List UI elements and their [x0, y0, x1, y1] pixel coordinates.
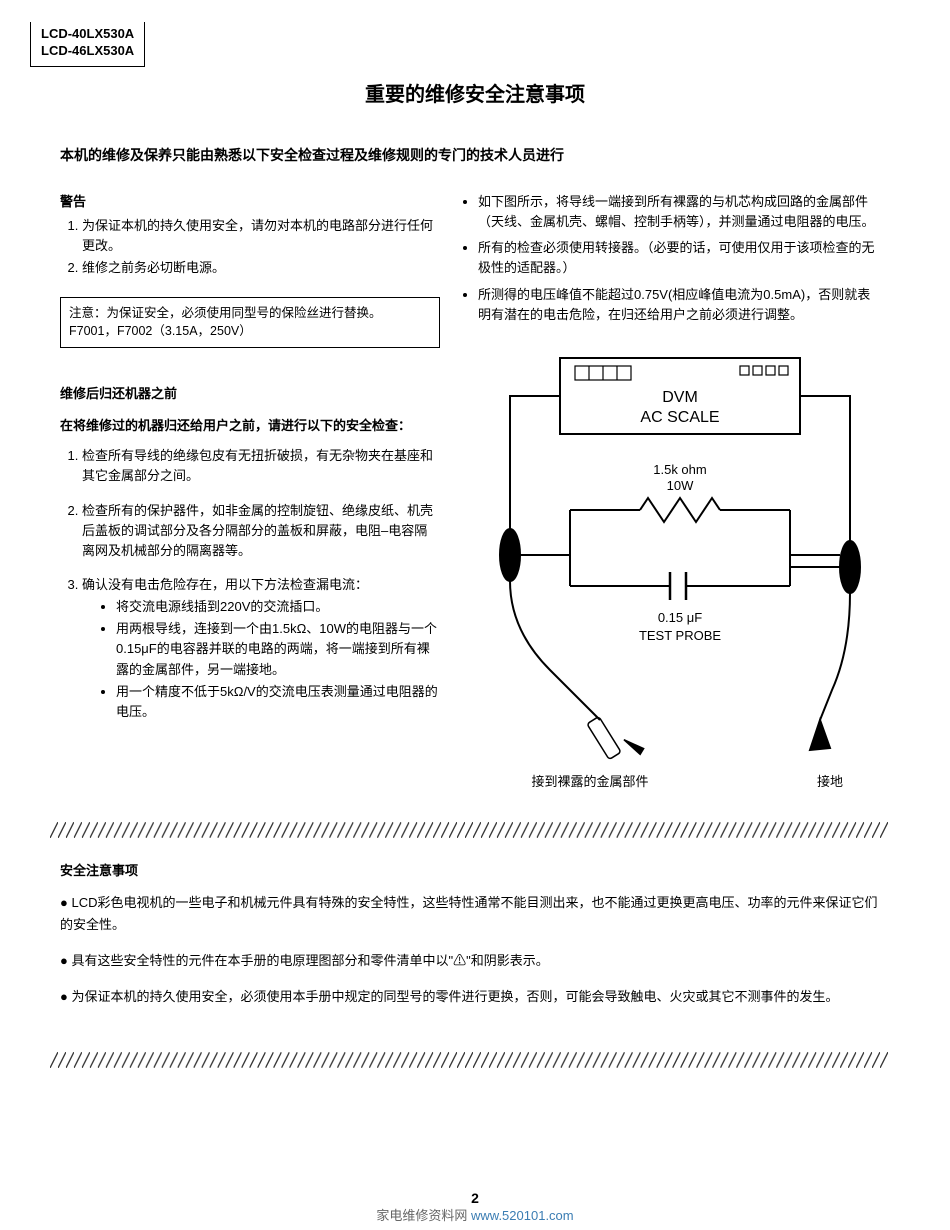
leak-check-sublist: 将交流电源线插到220V的交流插口。 用两根导线，连接到一个由1.5kΩ、10W… — [82, 597, 440, 722]
capacitor-label: 0.15 μF — [658, 610, 702, 625]
leak-check-subitem: 将交流电源线插到220V的交流插口。 — [116, 597, 440, 617]
safety-para: ● 为保证本机的持久使用安全，必须使用本手册中规定的同型号的零件进行更换，否则，… — [60, 986, 880, 1008]
before-return-section: 维修后归还机器之前 在将维修过的机器归还给用户之前，请进行以下的安全检查： 检查… — [60, 384, 440, 722]
right-column: 如下图所示，将导线一端接到所有裸露的与机芯构成回路的金属部件（天线、金属机壳、螺… — [460, 192, 880, 331]
fuse-note-box: 注意：为保证安全，必须使用同型号的保险丝进行替换。 F7001，F7002（3.… — [60, 297, 440, 349]
test-circuit-diagram: DVM AC SCALE 1.5k ohm 10W 0.15 μF TEST P… — [480, 350, 880, 770]
model-1: LCD-40LX530A — [41, 26, 134, 43]
before-return-heading: 维修后归还机器之前 — [60, 384, 440, 404]
right-bullet: 所测得的电压峰值不能超过0.75V(相应峰值电流为0.5mA)，否则就表明有潜在… — [478, 285, 880, 325]
safety-para: ● LCD彩色电视机的一些电子和机械元件具有特殊的安全特性，这些特性通常不能目测… — [60, 892, 880, 936]
before-return-lead: 在将维修过的机器归还给用户之前，请进行以下的安全检查： — [60, 416, 440, 436]
right-bullet: 如下图所示，将导线一端接到所有裸露的与机芯构成回路的金属部件（天线、金属机壳、螺… — [478, 192, 880, 232]
model-2: LCD-46LX530A — [41, 43, 134, 60]
note-line: 注意：为保证安全，必须使用同型号的保险丝进行替换。 — [69, 304, 431, 323]
resistor-label-2: 10W — [667, 478, 694, 493]
before-return-item: 检查所有导线的绝缘包皮有无扭折破损，有无杂物夹在基座和其它金属部分之间。 — [82, 446, 440, 486]
footer-text-a: 家电维修资料网 — [376, 1208, 467, 1223]
resistor-label-1: 1.5k ohm — [653, 462, 706, 477]
warning-item: 为保证本机的持久使用安全，请勿对本机的电路部分进行任何更改。 — [82, 216, 440, 256]
probe-label: TEST PROBE — [639, 628, 721, 643]
right-bullet-list: 如下图所示，将导线一端接到所有裸露的与机芯构成回路的金属部件（天线、金属机壳、螺… — [460, 192, 880, 325]
hatch-divider-top — [50, 822, 888, 838]
warning-item: 维修之前务必切断电源。 — [82, 258, 440, 278]
leak-check-subitem: 用两根导线，连接到一个由1.5kΩ、10W的电阻器与一个0.15μF的电容器并联… — [116, 619, 440, 679]
warning-list: 为保证本机的持久使用安全，请勿对本机的电路部分进行任何更改。 维修之前务必切断电… — [60, 216, 440, 278]
page-subtitle: 本机的维修及保养只能由熟悉以下安全检查过程及维修规则的专门的技术人员进行 — [60, 145, 890, 165]
before-return-item-text: 确认没有电击危险存在，用以下方法检查漏电流： — [82, 577, 368, 592]
safety-para: ● 具有这些安全特性的元件在本手册的电原理图部分和零件清单中以"⚠"和阴影表示。 — [60, 950, 880, 972]
page-number: 2 — [0, 1190, 950, 1206]
dvm-label: DVM — [662, 389, 698, 406]
safety-section: 安全注意事项 ● LCD彩色电视机的一些电子和机械元件具有特殊的安全特性，这些特… — [60, 860, 880, 1022]
model-box: LCD-40LX530A LCD-46LX530A — [30, 22, 145, 67]
diagram-right-note: 接地 — [817, 774, 843, 789]
footer-link: 家电维修资料网 www.520101.com — [0, 1205, 950, 1224]
diagram-left-note: 接到裸露的金属部件 — [531, 774, 648, 789]
scale-label: AC SCALE — [640, 409, 719, 426]
before-return-item: 检查所有的保护器件，如非金属的控制旋钮、绝缘皮纸、机壳后盖板的调试部分及各分隔部… — [82, 501, 440, 561]
hatch-divider-bottom — [50, 1052, 888, 1068]
leak-check-subitem: 用一个精度不低于5kΩ/V的交流电压表测量通过电阻器的电压。 — [116, 682, 440, 722]
page-title: 重要的维修安全注意事项 — [0, 78, 950, 107]
before-return-list: 检查所有导线的绝缘包皮有无扭折破损，有无杂物夹在基座和其它金属部分之间。 检查所… — [60, 446, 440, 722]
right-bullet: 所有的检查必须使用转接器。（必要的话，可使用仅用于该项检查的无极性的适配器。） — [478, 238, 880, 278]
safety-heading: 安全注意事项 — [60, 860, 880, 882]
footer-text-b: www.520101.com — [471, 1208, 574, 1223]
left-column: 警告 为保证本机的持久使用安全，请勿对本机的电路部分进行任何更改。 维修之前务必… — [60, 192, 440, 736]
note-line: F7001，F7002（3.15A，250V） — [69, 322, 431, 341]
before-return-item: 确认没有电击危险存在，用以下方法检查漏电流： 将交流电源线插到220V的交流插口… — [82, 575, 440, 722]
warning-heading: 警告 — [60, 192, 440, 212]
